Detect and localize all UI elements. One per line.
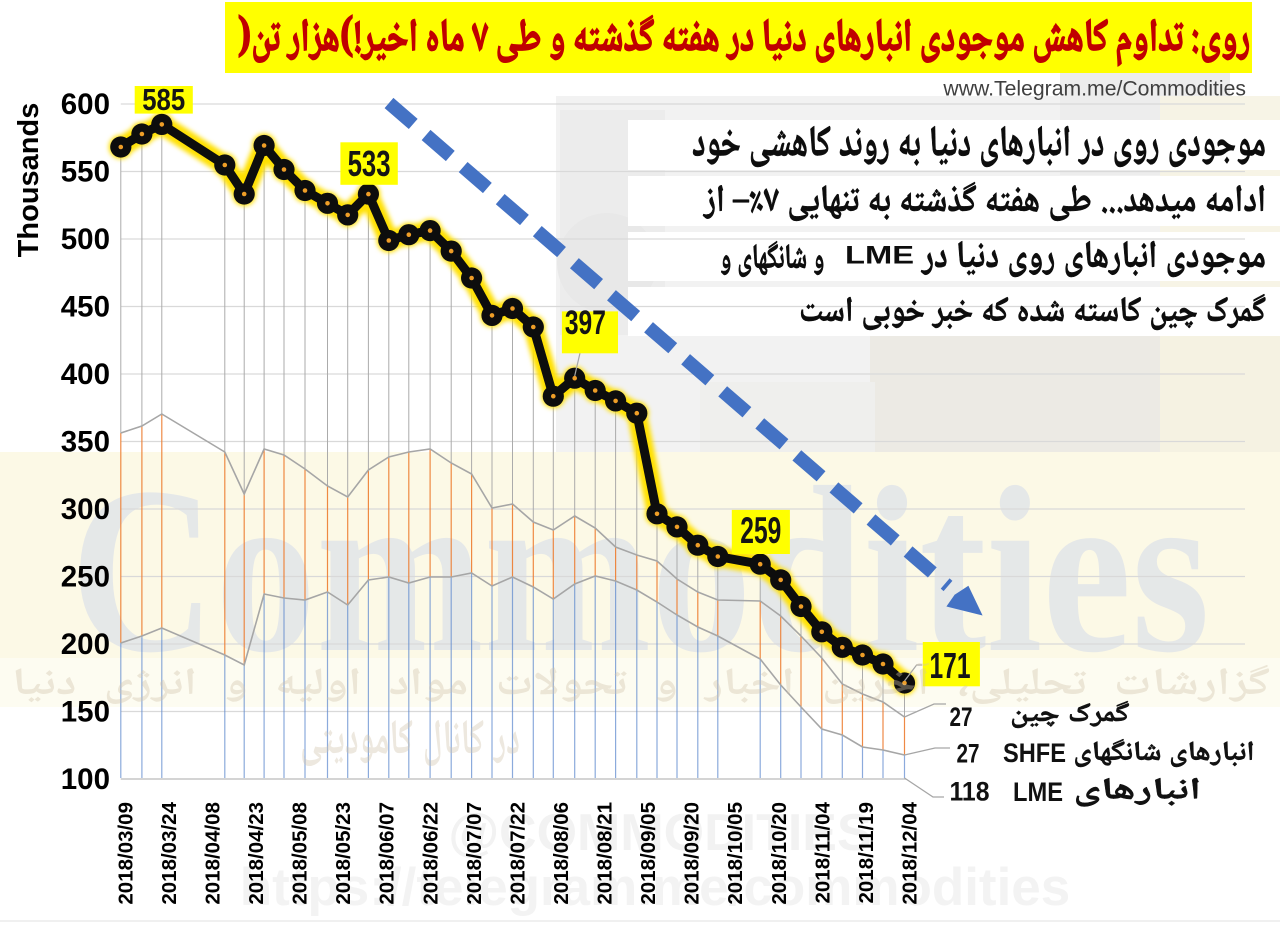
svg-text:27: 27 xyxy=(957,739,980,769)
svg-text:Commodities: Commodities xyxy=(70,438,1209,702)
svg-text:533: 533 xyxy=(348,143,391,184)
svg-text:SHFE: SHFE xyxy=(1003,738,1066,768)
svg-text:2018/07/22: 2018/07/22 xyxy=(506,802,529,905)
svg-text:2018/04/23: 2018/04/23 xyxy=(245,802,268,905)
svg-text:Thousands: Thousands xyxy=(13,103,45,258)
svg-text:2018/05/23: 2018/05/23 xyxy=(332,802,355,905)
svg-text:2018/06/22: 2018/06/22 xyxy=(419,802,442,905)
svg-text:@COMMODITIES: @COMMODITIES xyxy=(448,804,871,862)
svg-text:2018/09/20: 2018/09/20 xyxy=(681,802,704,905)
svg-text:2018/04/08: 2018/04/08 xyxy=(201,802,224,905)
svg-text:2018/09/05: 2018/09/05 xyxy=(637,802,660,905)
svg-text:400: 400 xyxy=(61,358,110,391)
svg-text:2018/10/20: 2018/10/20 xyxy=(768,802,791,905)
svg-text:LME: LME xyxy=(845,242,914,270)
svg-text:550: 550 xyxy=(61,156,110,189)
svg-text:118: 118 xyxy=(950,777,990,807)
svg-text:https://telegram.me/commoditie: https://telegram.me/commodities xyxy=(240,858,1071,917)
svg-text:27: 27 xyxy=(950,702,973,732)
svg-text:200: 200 xyxy=(61,628,110,661)
svg-text:450: 450 xyxy=(61,291,110,324)
svg-text:www.Telegram.me/Commodities: www.Telegram.me/Commodities xyxy=(942,78,1246,101)
svg-text:2018/05/08: 2018/05/08 xyxy=(289,802,312,905)
svg-text:2018/03/24: 2018/03/24 xyxy=(158,801,181,904)
svg-text:259: 259 xyxy=(740,510,781,551)
svg-text:2018/08/06: 2018/08/06 xyxy=(550,802,573,905)
svg-text:585: 585 xyxy=(142,82,185,117)
svg-text:2018/11/04: 2018/11/04 xyxy=(811,801,834,903)
svg-text:397: 397 xyxy=(565,304,606,342)
svg-text:2018/07/07: 2018/07/07 xyxy=(463,802,486,905)
svg-text:500: 500 xyxy=(61,223,110,256)
svg-text:150: 150 xyxy=(61,696,110,729)
svg-text:250: 250 xyxy=(61,561,110,594)
svg-text:2018/11/19: 2018/11/19 xyxy=(855,802,878,903)
svg-text:600: 600 xyxy=(61,88,110,121)
svg-text:2018/08/21: 2018/08/21 xyxy=(594,802,617,905)
svg-text:2018/12/04: 2018/12/04 xyxy=(899,801,922,904)
svg-text:LME: LME xyxy=(1013,777,1063,807)
svg-text:171: 171 xyxy=(930,645,971,686)
svg-text:350: 350 xyxy=(61,426,110,459)
svg-text:100: 100 xyxy=(61,763,110,796)
svg-text:2018/06/07: 2018/06/07 xyxy=(376,802,399,905)
svg-text:2018/10/05: 2018/10/05 xyxy=(724,802,747,905)
svg-text:2018/03/09: 2018/03/09 xyxy=(114,802,137,905)
svg-text:300: 300 xyxy=(61,493,110,526)
